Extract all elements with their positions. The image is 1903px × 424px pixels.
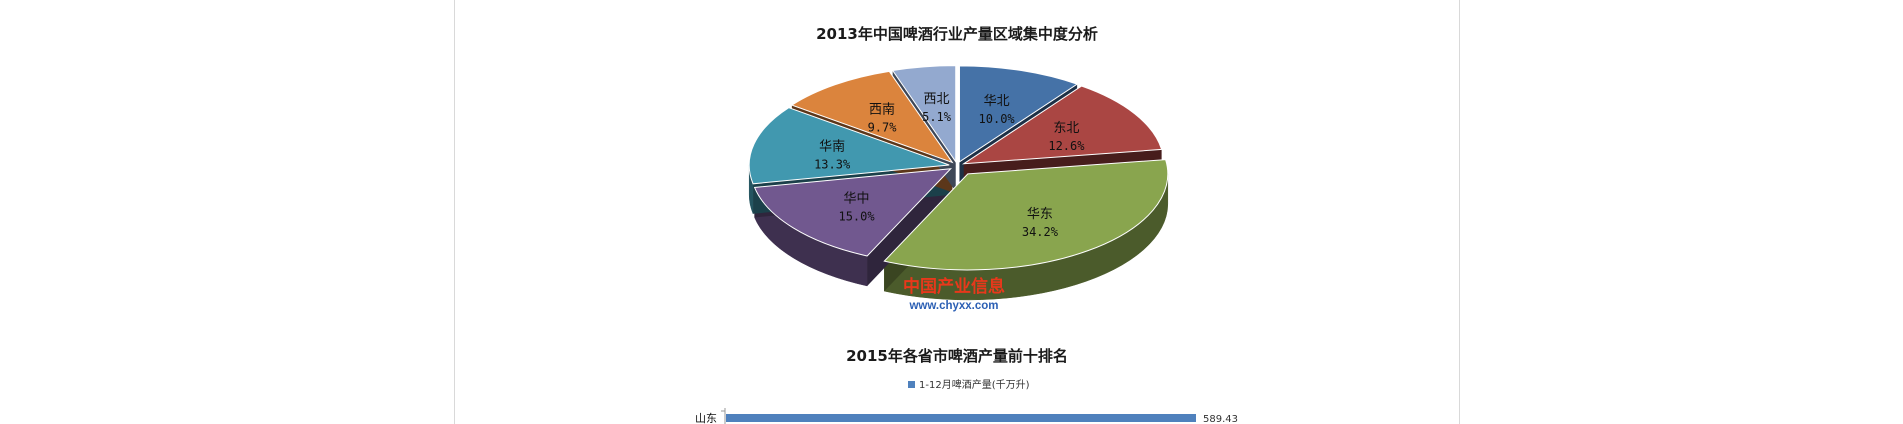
pie-label-value: 34.2% [1022, 225, 1059, 239]
bar [726, 414, 1196, 422]
bar-chart: 山东 589.43 [695, 408, 1238, 424]
pie-label-category: 西北 [924, 92, 950, 107]
pie-label-value: 13.3% [814, 157, 851, 171]
bar-legend: 1-12月啤酒产量(千万升) [908, 378, 1030, 391]
bar-category-label: 山东 [695, 412, 717, 424]
pie-label-value: 12.6% [1048, 139, 1085, 153]
pie-label-category: 华南 [819, 138, 845, 154]
pie-label-category: 东北 [1053, 121, 1079, 136]
legend-label: 1-12月啤酒产量(千万升) [919, 378, 1030, 391]
pie-label-category: 华北 [984, 94, 1010, 109]
watermark-text: 中国产业信息 [903, 276, 1005, 297]
bar-chart-title: 2015年各省市啤酒产量前十排名 [846, 347, 1068, 365]
pie-slice-5 [790, 70, 954, 164]
pie-chart: 华北 10.0% 东北 12.6% 华东 34.2% 华中 15.0% 华南 13.3% 西南 9.7… [748, 65, 1169, 301]
pie-label-value: 15.0% [838, 209, 875, 223]
pie-slice-4 [748, 107, 950, 185]
pie-slice-6 [891, 65, 957, 164]
chart-canvas: 2013年中国啤酒行业产量区域集中度分析 华北 10.0% 东北 12.6% 华东 34.… [695, 25, 1238, 424]
pie-slice-2 [883, 159, 1169, 271]
pie-label-category: 华中 [844, 191, 870, 206]
bar-value-label: 589.43 [1203, 414, 1238, 424]
chart-page: 2013年中国啤酒行业产量区域集中度分析 华北 10.0% 东北 12.6% 华东 34.… [454, 0, 1460, 424]
pie-label-category: 华东 [1027, 207, 1053, 222]
pie-slice-0 [958, 65, 1079, 163]
pie-chart-title: 2013年中国啤酒行业产量区域集中度分析 [816, 25, 1098, 43]
pie-label-category: 西南 [869, 102, 895, 118]
pie-label-value: 9.7% [868, 121, 898, 135]
pie-label-value: 5.1% [922, 110, 952, 124]
pie-slice-3 [753, 168, 953, 257]
legend-swatch [908, 381, 915, 388]
watermark-logo: 中国产业信息 www.chyxx.com [903, 276, 1005, 312]
pie-slice-1 [961, 85, 1163, 165]
watermark-url: www.chyxx.com [908, 300, 998, 312]
pie-label-value: 10.0% [979, 112, 1016, 126]
